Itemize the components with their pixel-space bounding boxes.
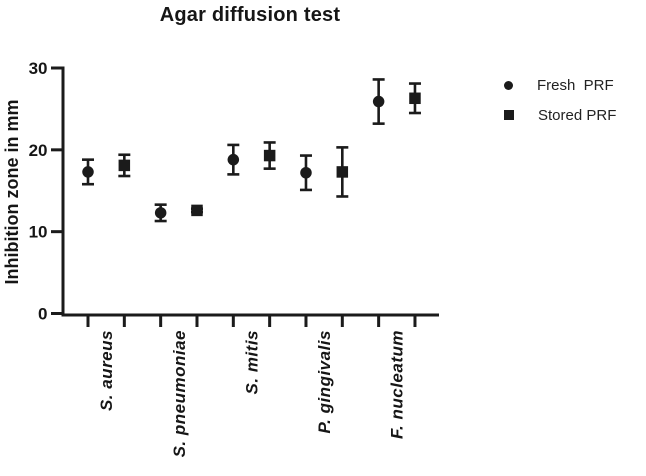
x-category-label: S. mitis <box>242 330 261 394</box>
y-tick <box>51 312 62 315</box>
data-point-circle <box>82 166 94 178</box>
data-point-circle <box>154 207 167 219</box>
data-point-square <box>409 92 421 105</box>
chart-title: Agar diffusion test <box>159 4 341 26</box>
x-category-label: S. pneumoniae <box>170 330 189 457</box>
legend-item-stored-prf: Stored PRF <box>497 100 616 130</box>
x-tick <box>340 316 344 327</box>
error-bar-cap-bottom <box>263 167 276 170</box>
x-tick <box>86 316 90 327</box>
data-point-circle <box>372 95 385 108</box>
error-bar-cap-bottom <box>336 195 349 198</box>
error-bar-cap-bottom <box>299 188 312 192</box>
error-bar-cap-top <box>118 153 131 157</box>
data-point-square <box>118 159 131 172</box>
x-tick <box>304 316 308 327</box>
error-bar-cap-bottom <box>227 173 240 176</box>
data-point-square <box>191 204 203 217</box>
x-tick <box>231 316 235 327</box>
data-point-square <box>263 149 276 162</box>
legend-item-fresh-prf: Fresh PRF <box>497 70 616 100</box>
error-bar-cap-bottom <box>372 122 385 125</box>
x-tick <box>413 316 417 327</box>
x-tick <box>377 316 381 327</box>
data-point-square <box>336 166 349 178</box>
y-tick-label: 10 <box>29 223 48 242</box>
x-tick <box>268 316 272 327</box>
error-bar-cap-top <box>154 203 167 206</box>
x-category-label: F. nucleatum <box>388 330 407 439</box>
x-tick <box>159 316 163 327</box>
legend: Fresh PRF Stored PRF <box>497 70 616 130</box>
data-point-circle <box>300 166 312 179</box>
error-bar-cap-bottom <box>154 219 167 223</box>
y-tick-label: 30 <box>29 59 48 78</box>
square-marker-icon <box>504 110 514 120</box>
x-category-label: P. gingivalis <box>315 330 334 434</box>
legend-label-stored-prf: Stored PRF <box>538 106 617 124</box>
error-bar-cap-top <box>372 78 385 81</box>
legend-label-fresh-prf: Fresh PRF <box>537 76 614 94</box>
y-axis-line <box>61 66 65 317</box>
data-point-circle <box>227 153 240 166</box>
y-tick <box>51 148 62 152</box>
error-bar-cap-top <box>299 154 312 157</box>
y-tick-label: 20 <box>29 141 48 160</box>
x-category-label: S. aureus <box>97 330 116 411</box>
error-bar-cap-bottom <box>118 174 131 178</box>
y-tick <box>51 230 62 234</box>
circle-marker-icon <box>504 80 513 90</box>
error-bar-cap-top <box>336 146 349 149</box>
x-axis-line <box>61 313 439 317</box>
x-tick <box>122 316 126 327</box>
y-tick-label: 0 <box>38 304 47 323</box>
error-bar-cap-bottom <box>408 111 421 115</box>
x-tick <box>195 316 199 327</box>
y-tick <box>51 66 62 70</box>
error-bar-cap-top <box>263 141 276 144</box>
error-bar-cap-top <box>227 143 240 147</box>
error-bar-cap-top <box>408 82 421 85</box>
error-bar-cap-top <box>82 158 94 161</box>
error-bar-cap-bottom <box>82 182 94 186</box>
